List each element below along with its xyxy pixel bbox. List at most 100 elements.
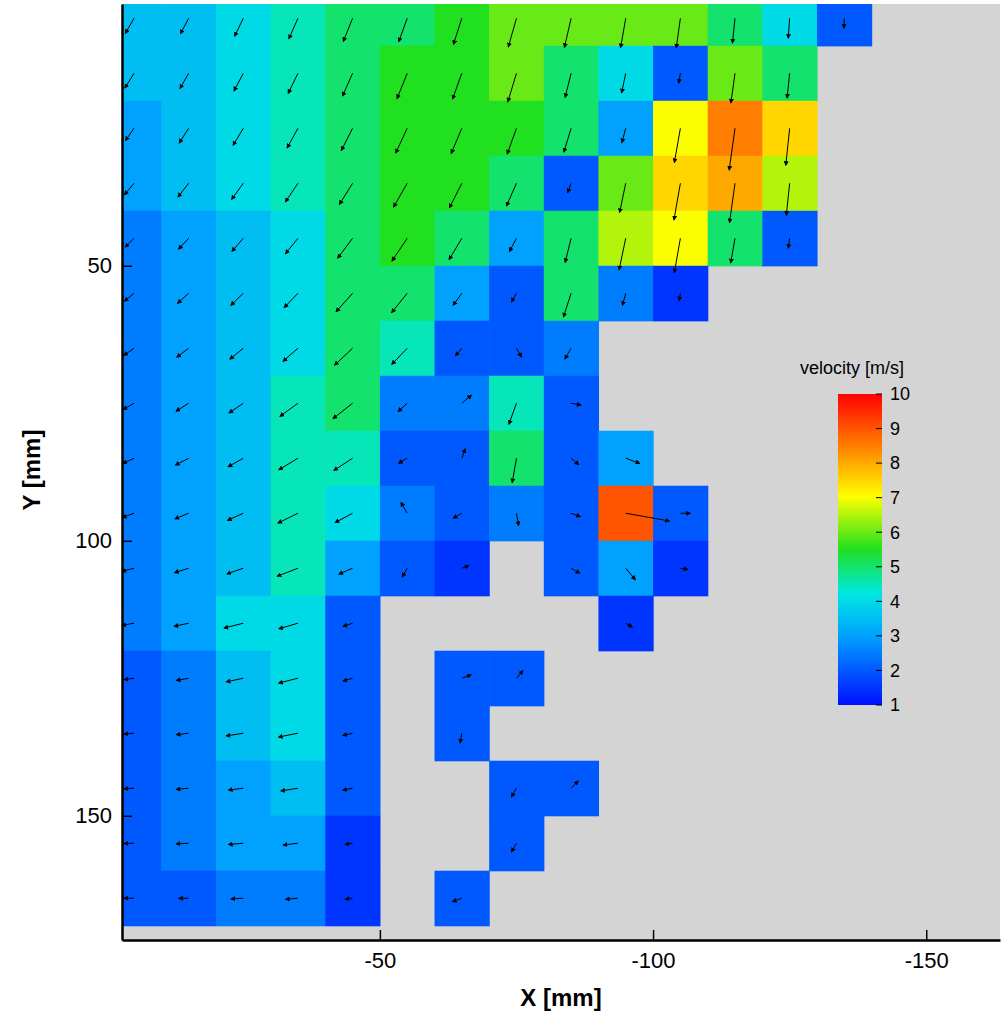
speed-cell	[271, 46, 326, 102]
speed-cell	[598, 4, 653, 46]
velocity-vector	[626, 513, 670, 521]
speed-cell	[380, 156, 435, 212]
speed-cell	[325, 541, 380, 597]
speed-cell	[489, 211, 544, 267]
speed-cell	[161, 376, 216, 432]
speed-cell	[544, 321, 599, 377]
speed-cell	[122, 4, 162, 46]
velocity-vector	[345, 843, 352, 844]
speed-cell	[435, 431, 490, 487]
velocity-vector	[622, 73, 626, 92]
speed-cell	[271, 651, 326, 707]
velocity-vector	[397, 73, 407, 98]
speed-cell	[380, 431, 435, 487]
speed-cell	[271, 816, 326, 872]
velocity-vector	[786, 128, 790, 165]
speed-cell	[161, 266, 216, 322]
speed-cell	[325, 431, 380, 487]
velocity-vector	[516, 671, 522, 679]
velocity-vector	[568, 183, 571, 192]
speed-cell	[271, 486, 326, 542]
speed-cell	[122, 486, 162, 542]
chart: -50-100-15050100150X [mm]Y [mm]123456789…	[0, 0, 1006, 1026]
velocity-vector	[232, 238, 243, 251]
speed-cell	[216, 156, 271, 212]
velocity-vector	[462, 395, 471, 403]
speed-cell	[435, 156, 490, 212]
velocity-vector	[622, 128, 626, 142]
velocity-vector	[512, 293, 517, 302]
velocity-vector	[731, 238, 735, 262]
color-bar: 12345678910velocity [m/s]	[800, 358, 910, 715]
velocity-vector	[508, 73, 517, 101]
velocity-vector	[343, 73, 353, 96]
color-bar-tick-label: 8	[890, 453, 900, 473]
color-bar-tick-label: 7	[890, 488, 900, 508]
speed-cell	[489, 46, 544, 102]
velocity-vector	[283, 843, 298, 845]
speed-cell	[325, 651, 380, 707]
speed-cell	[598, 596, 653, 652]
velocity-vector	[232, 183, 244, 199]
speed-cell	[489, 101, 544, 157]
velocity-vector	[843, 18, 844, 28]
x-axis-line	[123, 939, 1001, 942]
speed-cell	[325, 46, 380, 102]
speed-cell	[271, 761, 326, 817]
speed-cell	[544, 156, 599, 212]
speed-cell	[271, 4, 326, 46]
velocity-vector	[788, 18, 789, 38]
velocity-vector	[508, 18, 516, 47]
velocity-vector	[334, 458, 353, 470]
y-tick: 100	[75, 528, 132, 553]
velocity-vector	[516, 513, 518, 525]
x-tick-mark	[926, 930, 928, 940]
velocity-vector	[124, 843, 134, 844]
velocity-vector	[124, 733, 134, 735]
color-bar-tick-label: 4	[890, 592, 900, 612]
velocity-vector	[279, 678, 298, 683]
velocity-vector	[674, 183, 680, 220]
color-bar-tick-label: 1	[890, 695, 900, 715]
speed-cell	[489, 376, 544, 432]
speed-cell	[489, 321, 544, 377]
velocity-vector	[399, 458, 408, 463]
speed-cell	[271, 541, 326, 597]
speed-cell	[325, 266, 380, 322]
speed-cell	[544, 4, 599, 46]
velocity-vector	[402, 568, 407, 577]
color-bar-tick-label: 2	[890, 661, 900, 681]
velocity-vector	[565, 348, 571, 359]
y-tick-mark	[122, 266, 132, 268]
speed-cell	[762, 211, 817, 267]
speed-cell	[271, 706, 326, 762]
speed-cell	[489, 761, 544, 817]
speed-cell	[380, 266, 435, 322]
speed-cell	[122, 541, 162, 597]
velocity-vector	[123, 458, 134, 463]
velocity-vector	[179, 238, 189, 249]
x-tick: -100	[632, 930, 676, 973]
speed-cell	[544, 486, 599, 542]
velocity-vector	[176, 458, 189, 465]
y-axis: 50100150	[75, 5, 132, 941]
color-bar-tick	[876, 394, 882, 395]
velocity-vector	[564, 128, 571, 152]
velocity-vector	[229, 403, 243, 413]
velocity-vector	[181, 18, 189, 33]
velocity-vector	[626, 458, 640, 463]
velocity-vector	[230, 348, 243, 359]
color-bar-tick	[876, 428, 882, 429]
velocity-vector	[509, 403, 517, 424]
speed-cell	[122, 761, 162, 817]
x-tick-label: -150	[905, 948, 949, 973]
speed-cell	[161, 651, 216, 707]
speed-cell	[161, 486, 216, 542]
y-tick-mark	[122, 815, 132, 817]
velocity-vector	[674, 238, 680, 272]
speed-cell	[122, 816, 162, 872]
velocity-vector	[289, 18, 298, 38]
y-tick-label: 50	[88, 253, 112, 278]
velocity-vector	[565, 73, 571, 97]
speed-cell	[435, 46, 490, 102]
